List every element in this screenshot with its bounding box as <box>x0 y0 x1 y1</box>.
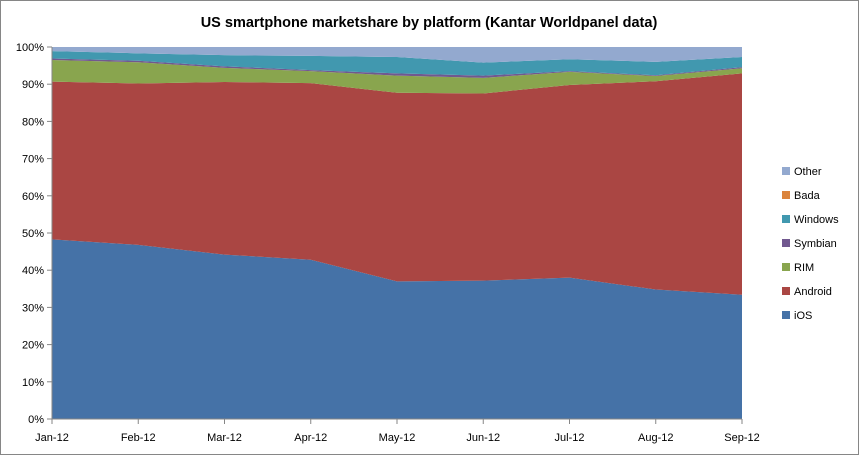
y-tick-label: 80% <box>22 116 44 128</box>
y-tick-label: 70% <box>22 154 44 166</box>
legend-swatch <box>782 191 790 199</box>
legend-label: Windows <box>794 214 839 226</box>
y-tick-label: 50% <box>22 228 44 240</box>
y-tick-label: 90% <box>22 79 44 91</box>
x-tick-label: Mar-12 <box>207 432 242 444</box>
legend-item-ios: iOS <box>782 310 812 322</box>
legend-label: iOS <box>794 310 812 322</box>
x-tick-label: Feb-12 <box>121 432 156 444</box>
legend-label: Other <box>794 166 822 178</box>
x-tick-label: Jul-12 <box>555 432 585 444</box>
y-tick-label: 60% <box>22 191 44 203</box>
axes-layer: 0% 10% 20% 30% 40% 50% 60% 70% 80% 90% 100% Jan-12 F… <box>16 42 760 444</box>
chart-title: US smartphone marketshare by platform (K… <box>201 15 658 31</box>
legend: Other Bada Windows Symbian RIM Android iOS <box>782 166 839 322</box>
y-tick-label: 40% <box>22 265 44 277</box>
y-tick-label: 30% <box>22 302 44 314</box>
legend-swatch <box>782 263 790 271</box>
legend-item-symbian: Symbian <box>782 238 837 250</box>
area-rim <box>52 60 742 94</box>
legend-label: Android <box>794 286 832 298</box>
y-tick-label: 20% <box>22 340 44 352</box>
legend-label: Symbian <box>794 238 837 250</box>
legend-swatch <box>782 215 790 223</box>
legend-label: RIM <box>794 262 814 274</box>
y-tick-label: 100% <box>16 42 44 54</box>
area-other <box>52 47 742 63</box>
legend-item-bada: Bada <box>782 190 821 202</box>
legend-swatch <box>782 239 790 247</box>
area-android <box>52 73 742 295</box>
x-tick-label: Sep-12 <box>724 432 759 444</box>
legend-swatch <box>782 311 790 319</box>
area-windows <box>52 51 742 76</box>
legend-label: Bada <box>794 190 821 202</box>
area-layer <box>52 47 742 419</box>
legend-item-windows: Windows <box>782 214 839 226</box>
x-tick-label: Jan-12 <box>35 432 69 444</box>
area-ios <box>52 239 742 419</box>
x-tick-label: Aug-12 <box>638 432 673 444</box>
y-tick-label: 10% <box>22 377 44 389</box>
legend-item-android: Android <box>782 286 832 298</box>
legend-item-rim: RIM <box>782 262 814 274</box>
legend-swatch <box>782 167 790 175</box>
x-tick-label: Apr-12 <box>294 432 327 444</box>
x-tick-label: May-12 <box>379 432 416 444</box>
x-tick-label: Jun-12 <box>466 432 500 444</box>
y-tick-label: 0% <box>28 414 44 426</box>
area-symbian <box>52 58 742 78</box>
legend-item-other: Other <box>782 166 822 178</box>
legend-swatch <box>782 287 790 295</box>
